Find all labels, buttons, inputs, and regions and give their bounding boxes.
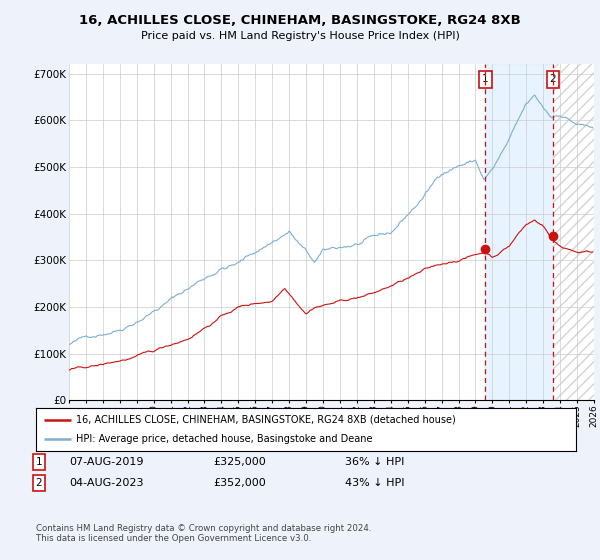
Text: 16, ACHILLES CLOSE, CHINEHAM, BASINGSTOKE, RG24 8XB (detached house): 16, ACHILLES CLOSE, CHINEHAM, BASINGSTOK… bbox=[77, 415, 456, 424]
Text: £325,000: £325,000 bbox=[213, 457, 266, 467]
Text: 43% ↓ HPI: 43% ↓ HPI bbox=[345, 478, 404, 488]
Text: 1: 1 bbox=[482, 74, 488, 85]
Text: 16, ACHILLES CLOSE, CHINEHAM, BASINGSTOKE, RG24 8XB: 16, ACHILLES CLOSE, CHINEHAM, BASINGSTOK… bbox=[79, 14, 521, 27]
Text: HPI: Average price, detached house, Basingstoke and Deane: HPI: Average price, detached house, Basi… bbox=[77, 435, 373, 444]
Text: 04-AUG-2023: 04-AUG-2023 bbox=[69, 478, 143, 488]
Text: 2: 2 bbox=[35, 478, 43, 488]
Text: 36% ↓ HPI: 36% ↓ HPI bbox=[345, 457, 404, 467]
Bar bbox=[485, 64, 553, 400]
Text: £352,000: £352,000 bbox=[213, 478, 266, 488]
Text: 07-AUG-2019: 07-AUG-2019 bbox=[69, 457, 143, 467]
Bar bbox=[553, 64, 594, 400]
Text: Price paid vs. HM Land Registry's House Price Index (HPI): Price paid vs. HM Land Registry's House … bbox=[140, 31, 460, 41]
Text: Contains HM Land Registry data © Crown copyright and database right 2024.
This d: Contains HM Land Registry data © Crown c… bbox=[36, 524, 371, 543]
Text: 2: 2 bbox=[550, 74, 556, 85]
Bar bbox=[553, 64, 594, 400]
Text: 1: 1 bbox=[35, 457, 43, 467]
